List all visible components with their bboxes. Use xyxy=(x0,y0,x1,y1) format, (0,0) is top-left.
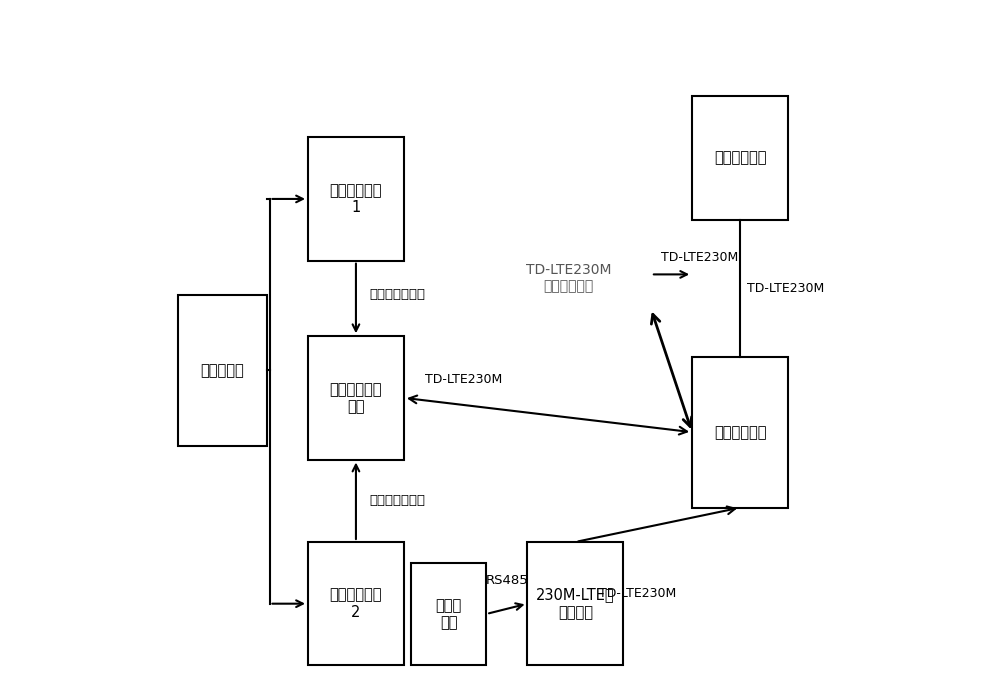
Text: 电源采样模块
2: 电源采样模块 2 xyxy=(330,587,382,620)
FancyBboxPatch shape xyxy=(692,357,788,508)
Text: 多功能
电表: 多功能 电表 xyxy=(435,598,462,630)
FancyBboxPatch shape xyxy=(308,542,404,665)
Text: 无线微功率信道: 无线微功率信道 xyxy=(370,495,426,507)
Text: TD-LTE230M: TD-LTE230M xyxy=(747,282,824,294)
FancyBboxPatch shape xyxy=(308,137,404,261)
FancyBboxPatch shape xyxy=(411,563,486,665)
Text: 配变监测终端: 配变监测终端 xyxy=(714,425,766,440)
Text: RS485: RS485 xyxy=(485,573,528,587)
FancyBboxPatch shape xyxy=(527,542,623,665)
FancyBboxPatch shape xyxy=(692,96,788,220)
Text: TD-LTE230M: TD-LTE230M xyxy=(661,251,738,264)
Text: TD-LTE230M: TD-LTE230M xyxy=(599,587,677,600)
FancyBboxPatch shape xyxy=(308,336,404,460)
Text: 无线数据收发
模块: 无线数据收发 模块 xyxy=(330,381,382,414)
Text: TD-LTE230M
无线电力专网: TD-LTE230M 无线电力专网 xyxy=(526,263,611,293)
Text: 配电变压器: 配电变压器 xyxy=(200,363,244,378)
Text: 无线微功率信道: 无线微功率信道 xyxy=(370,289,426,301)
Text: 230M-LTE无
线采集器: 230M-LTE无 线采集器 xyxy=(536,587,615,620)
FancyBboxPatch shape xyxy=(178,295,267,446)
Text: TD-LTE230M: TD-LTE230M xyxy=(425,372,502,386)
Text: 远程系统主站: 远程系统主站 xyxy=(714,150,766,165)
Text: 电源采样模块
1: 电源采样模块 1 xyxy=(330,182,382,215)
